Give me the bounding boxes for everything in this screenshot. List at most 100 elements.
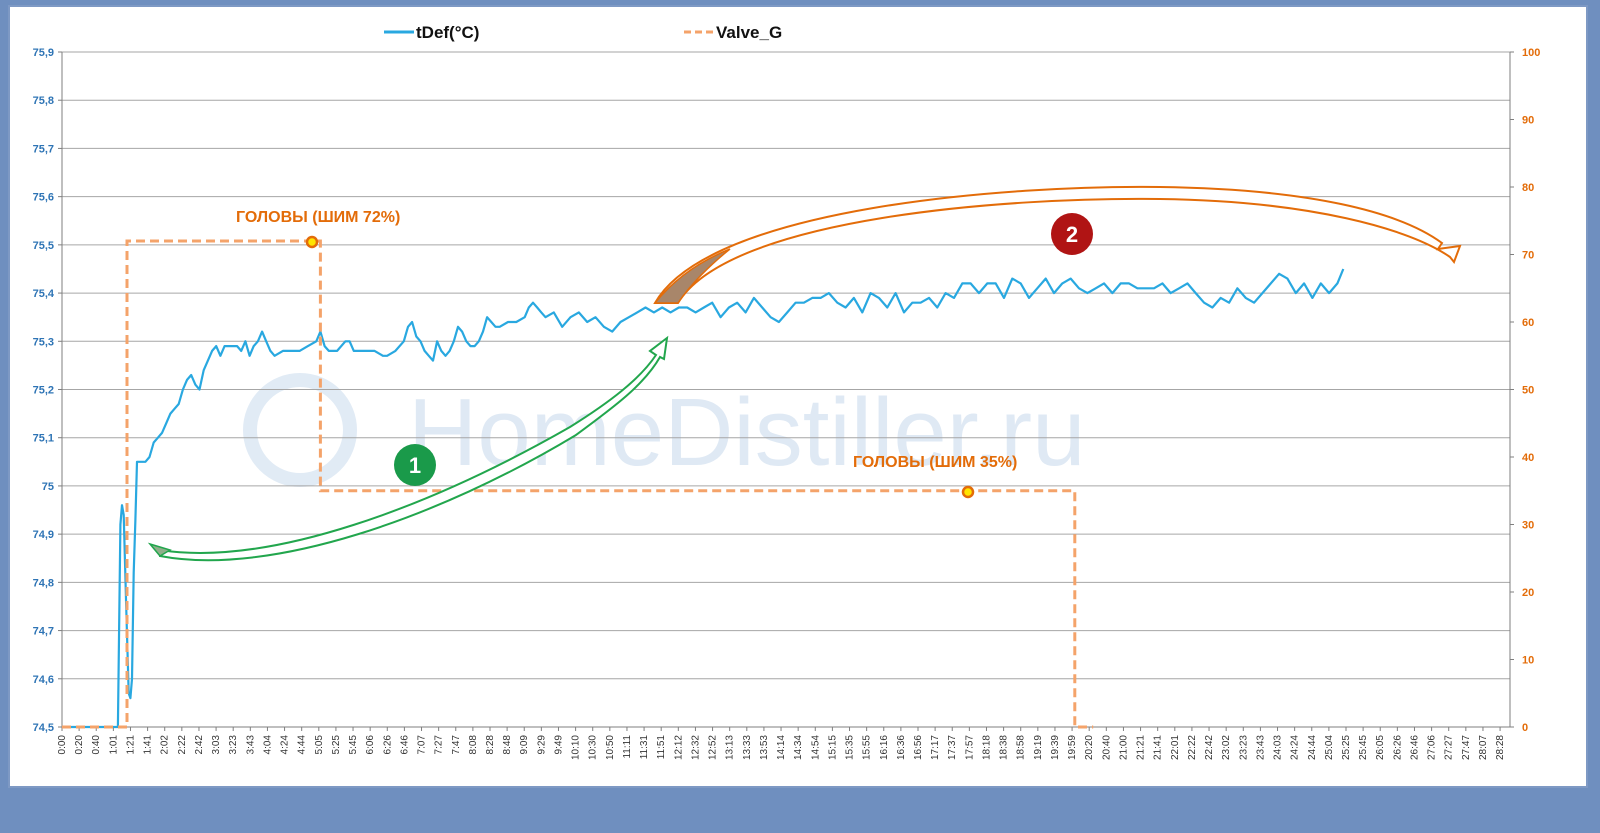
series-line-tdef (62, 268, 1345, 729)
x-tick-label: 25:45 (1358, 735, 1369, 760)
x-tick-label: 0:00 (57, 735, 68, 755)
x-tick-label: 0:40 (91, 735, 102, 755)
watermark: HomeDistiller.ru (243, 373, 1085, 487)
annotation-heads-35-dot (961, 485, 975, 499)
legend-item-valve: Valve_G (684, 23, 782, 42)
y-right-tick-label: 40 (1522, 452, 1534, 464)
x-tick-label: 8:48 (502, 735, 513, 755)
x-tick-label: 9:29 (536, 735, 547, 755)
y-right-tick-label: 80 (1522, 182, 1534, 194)
x-tick-label: 17:37 (947, 735, 958, 760)
x-tick-label: 7:27 (434, 735, 445, 755)
x-tick-label: 13:33 (742, 735, 753, 760)
x-tick-label: 5:45 (348, 735, 359, 755)
x-tick-label: 27:27 (1444, 735, 1455, 760)
x-tick-label: 3:03 (211, 735, 222, 755)
x-tick-label: 21:21 (1136, 735, 1147, 760)
x-tick-label: 6:06 (365, 735, 376, 755)
x-tick-label: 12:52 (708, 735, 719, 760)
x-tick-label: 5:05 (314, 735, 325, 755)
x-tick-label: 9:09 (519, 735, 530, 755)
x-tick-label: 15:55 (862, 735, 873, 760)
y-left-tick-label: 75,2 (33, 385, 54, 397)
y-left-tick-label: 75,5 (33, 240, 54, 252)
y-right-tick-label: 100 (1522, 47, 1540, 59)
watermark-text: HomeDistiller.ru (408, 379, 1085, 486)
annotation-heads-72-text: ГОЛОВЫ (ШИМ 72%) (236, 209, 400, 226)
x-tick-label: 2:02 (160, 735, 171, 755)
x-tick-label: 24:03 (1273, 735, 1284, 760)
x-tick-label: 18:18 (981, 735, 992, 760)
legend-item-tdef: tDef(°C) (384, 23, 479, 42)
x-tick-label: 11:31 (639, 735, 650, 760)
watermark-logo-icon (243, 373, 357, 487)
x-tick-label: 15:35 (845, 735, 856, 760)
y-right-tick-label: 50 (1522, 385, 1534, 397)
series-layer (62, 239, 1345, 729)
y-left-tick-label: 74,5 (33, 722, 54, 734)
y-left-tick-label: 74,7 (33, 626, 54, 638)
green-curved-arrow (147, 335, 669, 562)
x-tick-label: 21:00 (1118, 735, 1129, 760)
x-tick-label: 14:54 (810, 735, 821, 760)
x-tick-label: 13:13 (725, 735, 736, 760)
x-tick-label: 14:14 (776, 735, 787, 760)
y-axis-left-ticks: 74,5 74,6 74,7 74,8 74,9 75 75,1 75,2 75,3 75,4 75… (33, 47, 62, 734)
annotation-heads-35: ГОЛОВЫ (ШИМ 35%) (853, 454, 1017, 499)
x-tick-label: 19:59 (1067, 735, 1078, 760)
legend-label-tdef: tDef(°C) (416, 23, 479, 42)
x-tick-label: 28:28 (1495, 735, 1506, 760)
badge-1-circle (394, 444, 436, 486)
legend-label-valve: Valve_G (716, 23, 782, 42)
x-tick-label: 3:43 (245, 735, 256, 755)
x-tick-label: 4:44 (297, 735, 308, 755)
y-right-tick-label: 30 (1522, 520, 1534, 532)
x-tick-label: 16:56 (913, 735, 924, 760)
x-tick-label: 18:58 (1016, 735, 1027, 760)
badge-2-circle (1051, 213, 1093, 255)
orange-arrow-body (653, 185, 1462, 304)
x-tick-label: 10:30 (588, 735, 599, 760)
y-left-tick-label: 74,8 (33, 577, 54, 589)
x-tick-label: 6:26 (382, 735, 393, 755)
badge-1: 1 (394, 444, 436, 486)
y-left-tick-label: 74,9 (33, 529, 54, 541)
x-tick-label: 26:26 (1392, 735, 1403, 760)
x-tick-label: 7:47 (451, 735, 462, 755)
x-tick-label: 27:47 (1461, 735, 1472, 760)
x-tick-label: 2:22 (177, 735, 188, 755)
x-tick-label: 19:19 (1033, 735, 1044, 760)
x-tick-label: 23:43 (1255, 735, 1266, 760)
x-tick-label: 19:39 (1050, 735, 1061, 760)
green-arrow-body (159, 335, 669, 562)
chart-window: HomeDistiller.ru 74,5 74,6 74,7 74,8 74,9 75 7… (8, 5, 1588, 788)
annotation-heads-35-text: ГОЛОВЫ (ШИМ 35%) (853, 454, 1017, 471)
x-tick-label: 10:10 (571, 735, 582, 760)
x-tick-label: 13:53 (759, 735, 770, 760)
badge-2: 2 (1051, 213, 1093, 255)
x-tick-label: 26:05 (1375, 735, 1386, 760)
x-tick-label: 23:23 (1238, 735, 1249, 760)
grid (62, 51, 1510, 728)
x-tick-label: 4:24 (280, 735, 291, 755)
legend: tDef(°C) Valve_G (384, 23, 782, 42)
x-tick-label: 1:01 (108, 735, 119, 755)
y-left-tick-label: 75,3 (33, 336, 54, 348)
orange-curved-arrow (653, 185, 1462, 304)
green-arrow-tail (147, 542, 172, 557)
x-tick-label: 8:08 (468, 735, 479, 755)
x-tick-label: 4:04 (262, 735, 273, 755)
x-tick-label: 16:36 (896, 735, 907, 760)
x-tick-label: 0:20 (74, 735, 85, 755)
x-tick-label: 10:50 (605, 735, 616, 760)
x-tick-label: 22:01 (1170, 735, 1181, 760)
y-left-tick-label: 74,6 (33, 674, 54, 686)
y-left-tick-label: 75,1 (33, 433, 54, 445)
x-tick-label: 17:57 (964, 735, 975, 760)
y-left-tick-label: 75,7 (33, 143, 54, 155)
x-tick-label: 9:49 (553, 735, 564, 755)
x-tick-label: 25:04 (1324, 735, 1335, 760)
x-tick-label: 11:51 (656, 735, 667, 760)
orange-arrow-tail (653, 248, 731, 304)
y-right-tick-label: 0 (1522, 722, 1528, 734)
